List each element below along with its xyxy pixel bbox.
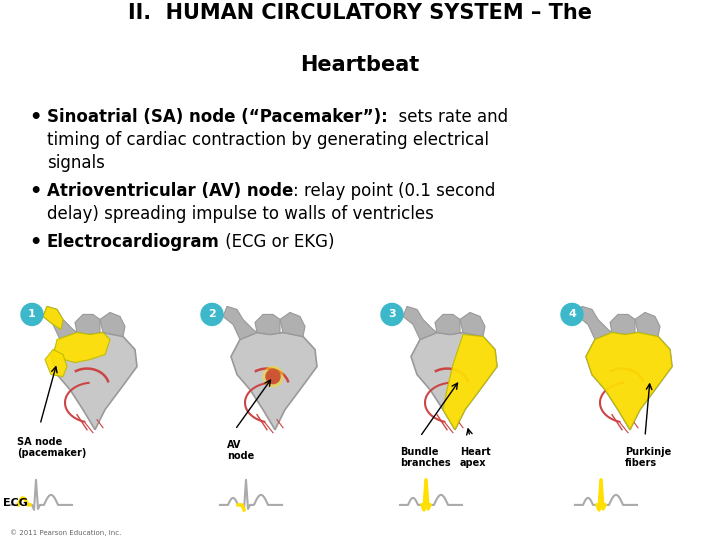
Circle shape — [201, 303, 223, 326]
Text: : relay point (0.1 second: : relay point (0.1 second — [293, 181, 495, 200]
Text: Sinoatrial (SA) node (“Pacemaker”):: Sinoatrial (SA) node (“Pacemaker”): — [47, 108, 387, 126]
Polygon shape — [411, 333, 497, 430]
Polygon shape — [610, 314, 638, 334]
Polygon shape — [635, 313, 660, 336]
Text: Bundle
branches: Bundle branches — [400, 447, 451, 468]
Polygon shape — [435, 314, 463, 334]
Circle shape — [263, 367, 283, 387]
Text: Purkinje
fibers: Purkinje fibers — [625, 447, 671, 468]
Circle shape — [561, 303, 583, 326]
Polygon shape — [231, 333, 317, 430]
Text: timing of cardiac contraction by generating electrical: timing of cardiac contraction by generat… — [47, 131, 489, 149]
Polygon shape — [45, 349, 67, 376]
Text: (ECG or EKG): (ECG or EKG) — [220, 233, 334, 251]
Polygon shape — [443, 334, 497, 430]
Polygon shape — [43, 306, 77, 340]
Text: signals: signals — [47, 153, 104, 172]
Polygon shape — [280, 313, 305, 336]
Polygon shape — [403, 306, 437, 340]
Polygon shape — [53, 333, 110, 362]
Polygon shape — [51, 333, 137, 430]
Text: sets rate and: sets rate and — [387, 108, 508, 126]
Polygon shape — [223, 306, 257, 340]
Text: 3: 3 — [388, 309, 396, 320]
Text: © 2011 Pearson Education, Inc.: © 2011 Pearson Education, Inc. — [10, 529, 122, 536]
Text: 2: 2 — [208, 309, 216, 320]
Polygon shape — [100, 313, 125, 336]
Text: II.  HUMAN CIRCULATORY SYSTEM – The: II. HUMAN CIRCULATORY SYSTEM – The — [128, 3, 592, 23]
Text: 1: 1 — [28, 309, 36, 320]
Polygon shape — [75, 314, 103, 334]
Text: delay) spreading impulse to walls of ventricles: delay) spreading impulse to walls of ven… — [47, 205, 433, 222]
Circle shape — [266, 369, 280, 383]
Text: Heart
apex: Heart apex — [460, 447, 491, 468]
Text: •: • — [29, 108, 41, 127]
Polygon shape — [586, 333, 672, 430]
Text: AV
node: AV node — [227, 440, 254, 461]
Polygon shape — [578, 306, 612, 340]
Circle shape — [381, 303, 403, 326]
Text: ECG: ECG — [3, 498, 28, 508]
Text: SA node
(pacemaker): SA node (pacemaker) — [17, 437, 86, 458]
Text: Electrocardiogram: Electrocardiogram — [47, 233, 220, 251]
Text: Atrioventricular (AV) node: Atrioventricular (AV) node — [47, 181, 293, 200]
Text: Heartbeat: Heartbeat — [300, 56, 420, 76]
Text: •: • — [29, 181, 41, 201]
Text: 4: 4 — [568, 309, 576, 320]
Circle shape — [21, 303, 43, 326]
Polygon shape — [43, 306, 63, 329]
Polygon shape — [460, 313, 485, 336]
Polygon shape — [586, 333, 672, 430]
Text: •: • — [29, 233, 41, 252]
Polygon shape — [255, 314, 283, 334]
